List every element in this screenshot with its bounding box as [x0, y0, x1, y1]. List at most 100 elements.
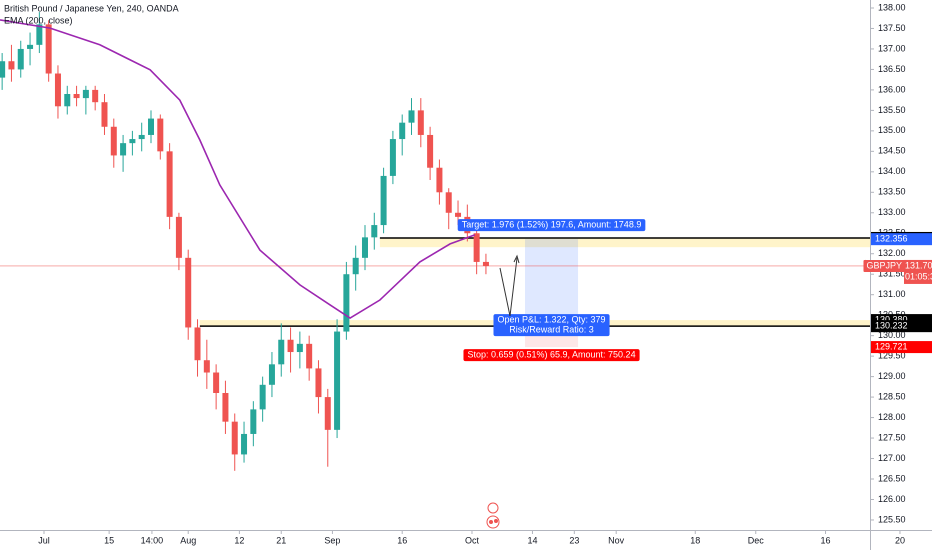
y-tick-label: 128.50 — [878, 391, 906, 401]
x-tick-label: 20 — [895, 535, 905, 545]
candle-body — [352, 257, 359, 275]
candle-body — [27, 44, 34, 49]
indicator-title: EMA (200, close) — [4, 15, 73, 25]
symbol-badge-text: GBPJPY — [866, 260, 902, 270]
candle-body — [296, 343, 303, 353]
x-tick-label: 21 — [276, 535, 286, 545]
candle-body — [129, 139, 136, 144]
y-tick-label: 133.00 — [878, 207, 906, 217]
ratio-text: Risk/Reward Ratio: 3 — [509, 324, 594, 334]
x-tick-label: Nov — [608, 535, 625, 545]
symbol-title: British Pound / Japanese Yen, 240, OANDA — [4, 3, 179, 13]
price-badge — [871, 320, 932, 333]
arrow-path — [499, 257, 518, 317]
pnl-text: Open P&L: 1.322, Qty: 379 — [497, 314, 605, 324]
candle-body — [45, 24, 52, 74]
candle-body — [64, 93, 71, 107]
event-icon[interactable] — [487, 502, 499, 514]
position-label-text: Target: 1.976 (1.52%) 197.6, Amount: 174… — [462, 220, 642, 230]
y-tick-label: 138.00 — [878, 2, 906, 12]
candle-body — [371, 225, 378, 238]
candle-body — [194, 327, 201, 361]
candle-body — [389, 139, 396, 176]
candle-body — [157, 118, 164, 152]
y-tick-label: 130.00 — [878, 330, 906, 340]
position-label: Target: 1.976 (1.52%) 197.6, Amount: 174… — [457, 219, 646, 232]
y-tick-label: 134.00 — [878, 166, 906, 176]
candle-body — [54, 73, 61, 107]
candle-body — [241, 433, 248, 455]
y-tick-label: 133.50 — [878, 187, 906, 197]
candle-body — [259, 384, 266, 410]
current-price-text: 131.702 — [905, 260, 932, 270]
y-tick-label: 134.50 — [878, 146, 906, 156]
candle-body — [343, 274, 350, 332]
countdown-text: 01:05:37 — [905, 271, 932, 281]
candle-body — [8, 61, 15, 70]
y-tick-label: 129.50 — [878, 351, 906, 361]
candle-body — [36, 24, 43, 45]
candle-body — [101, 102, 108, 127]
position-label: Stop: 0.659 (0.51%) 65.9, Amount: 750.24 — [463, 349, 640, 362]
candle-body — [110, 126, 117, 156]
candle-body — [73, 93, 80, 99]
y-tick-label: 126.50 — [878, 473, 906, 483]
candle-body — [417, 110, 424, 135]
candle-body — [17, 48, 24, 70]
y-tick-label: 125.50 — [878, 514, 906, 524]
candle-body — [138, 134, 145, 140]
event-icons[interactable] — [486, 502, 500, 529]
candle-body — [361, 237, 368, 258]
y-tick-label: 128.00 — [878, 412, 906, 422]
x-tick-label: 16 — [821, 535, 831, 545]
x-tick-label: 14:00 — [141, 535, 164, 545]
candle-body — [166, 151, 173, 217]
price-badge-text: 132.356 — [875, 234, 908, 244]
candle-body — [0, 61, 6, 78]
candle-body — [148, 118, 155, 135]
x-tick-label: 12 — [234, 535, 244, 545]
candle-body — [408, 110, 415, 123]
x-tick-label: Oct — [465, 535, 480, 545]
y-tick-label: 137.50 — [878, 23, 906, 33]
candle-body — [82, 89, 89, 99]
x-tick-label: Sep — [324, 535, 340, 545]
x-tick-label: 18 — [690, 535, 700, 545]
candle-body — [222, 392, 229, 422]
candle-body — [427, 134, 434, 168]
candle-body — [436, 167, 443, 193]
price-badge-text: 130.232 — [875, 321, 908, 331]
target-box — [525, 239, 579, 321]
x-tick-label: Aug — [180, 535, 196, 545]
x-tick-label: 14 — [527, 535, 537, 545]
price-badge-text: 129.721 — [875, 341, 908, 351]
y-tick-label: 132.00 — [878, 248, 906, 258]
candle-body — [399, 122, 406, 140]
y-tick-label: 136.00 — [878, 84, 906, 94]
y-tick-label: 137.00 — [878, 43, 906, 53]
y-tick-label: 135.50 — [878, 105, 906, 115]
candle-body — [455, 212, 462, 217]
candle-body — [278, 339, 285, 365]
candle-body — [287, 339, 294, 353]
plot: Target: 1.976 (1.52%) 197.6, Amount: 174… — [0, 12, 870, 471]
y-tick-label: 127.00 — [878, 453, 906, 463]
ema-line — [0, 19, 476, 319]
event-dot — [494, 519, 498, 523]
arrow-head — [513, 254, 520, 264]
x-tick-label: 15 — [104, 535, 114, 545]
candle-body — [473, 233, 480, 262]
candle-body — [315, 368, 322, 398]
y-tick-label: 129.00 — [878, 371, 906, 381]
candle-body — [213, 372, 220, 393]
position-label-text: Stop: 0.659 (0.51%) 65.9, Amount: 750.24 — [467, 349, 635, 359]
candle-body — [380, 175, 387, 226]
candle-body — [120, 143, 127, 156]
position-label-box — [457, 219, 646, 232]
x-tick-label: Jul — [38, 535, 50, 545]
zone — [379, 237, 870, 248]
candle-body — [175, 216, 182, 258]
